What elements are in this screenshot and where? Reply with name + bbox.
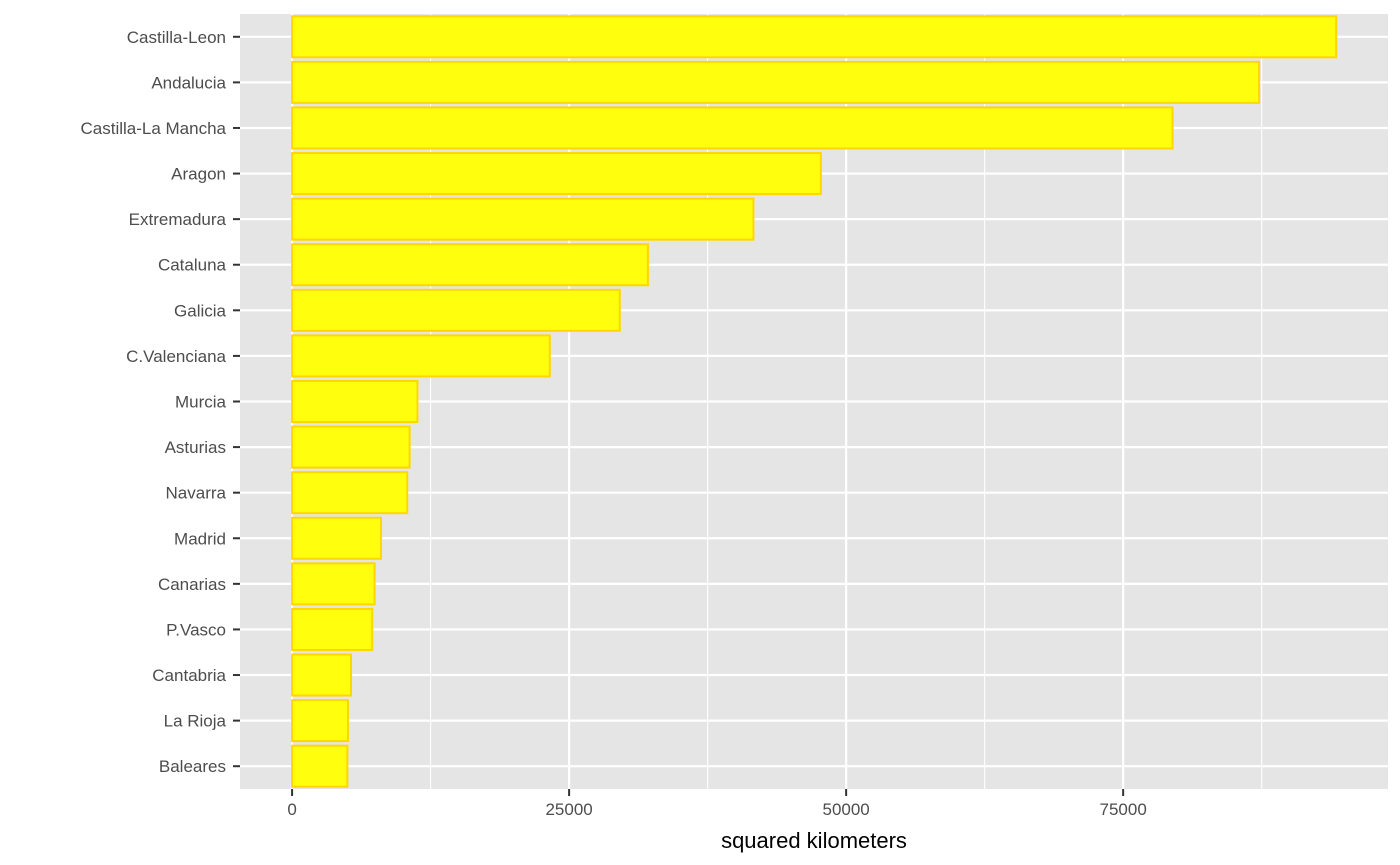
bar	[291, 334, 551, 378]
y-tick-label: Baleares	[159, 757, 226, 776]
bar	[291, 516, 383, 560]
bar	[291, 607, 374, 651]
y-tick-label: Extremadura	[129, 210, 227, 229]
y-tick-label: La Rioja	[164, 712, 227, 731]
y-tick-label: Cataluna	[158, 256, 227, 275]
bar	[291, 699, 349, 743]
bar	[291, 15, 1338, 59]
bar	[291, 471, 409, 515]
x-axis: 0 25000 50000 75000	[287, 789, 1147, 819]
bar	[291, 379, 419, 424]
y-tick-label: Canarias	[158, 575, 226, 594]
x-axis-title: squared kilometers	[721, 828, 907, 853]
bar	[291, 197, 755, 241]
bar	[291, 243, 649, 287]
y-tick-label: Galicia	[174, 301, 227, 320]
y-tick-label: Murcia	[175, 393, 227, 412]
y-tick-label: Castilla-La Mancha	[80, 119, 226, 138]
x-tick-label: 25000	[545, 800, 592, 819]
bars	[291, 15, 1338, 788]
y-tick-label: Castilla-Leon	[127, 28, 226, 47]
bar	[291, 60, 1261, 104]
y-tick-label: P.Vasco	[166, 620, 226, 639]
bar	[291, 653, 353, 697]
bar	[291, 152, 822, 196]
y-tick-label: Navarra	[166, 484, 227, 503]
y-tick-label: Aragon	[171, 165, 226, 184]
x-tick-label: 75000	[1100, 800, 1147, 819]
y-tick-label: C.Valenciana	[126, 347, 226, 366]
x-tick-label: 50000	[822, 800, 869, 819]
bar	[291, 425, 411, 469]
bar	[291, 744, 349, 788]
x-tick-label: 0	[287, 800, 296, 819]
y-tick-label: Cantabria	[152, 666, 226, 685]
y-tick-label: Andalucia	[151, 73, 226, 92]
y-tick-label: Asturias	[165, 438, 226, 457]
bar	[291, 106, 1174, 150]
y-axis: Castilla-Leon Andalucia Castilla-La Mancha…	[80, 28, 240, 776]
y-tick-label: Madrid	[174, 529, 226, 548]
bar	[291, 288, 621, 332]
bar	[291, 562, 376, 606]
